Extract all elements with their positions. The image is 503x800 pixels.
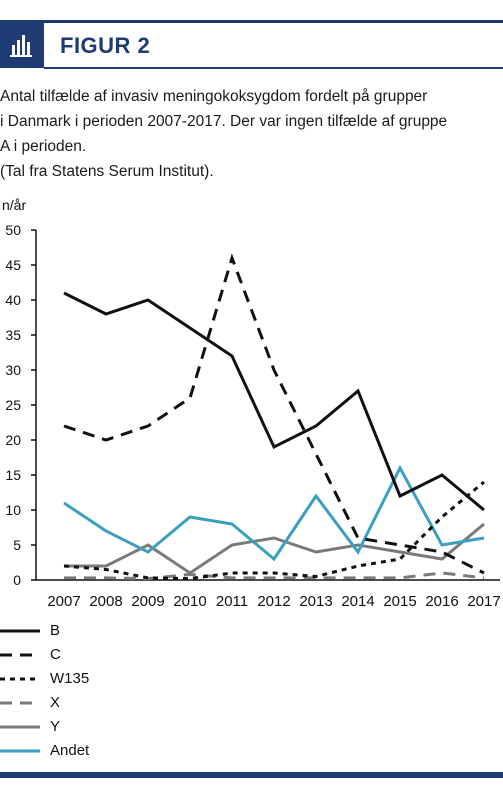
x-tick-label: 2015 (383, 593, 416, 610)
legend-label: Y (50, 718, 61, 735)
x-tick-label: 2010 (173, 593, 206, 610)
y-axis-label: n/år (2, 197, 26, 213)
x-tick-label: 2011 (216, 593, 248, 610)
legend-swatch (0, 725, 40, 729)
series-line-x (64, 571, 485, 581)
series-line-c (63, 253, 485, 575)
legend-swatch (0, 701, 40, 705)
y-tick-label: 20 (5, 432, 21, 448)
series-line-b (63, 291, 485, 512)
legend-item: Y (0, 716, 200, 740)
legend-swatch (0, 653, 40, 657)
x-tick-label: 2009 (131, 593, 164, 610)
header-underline (44, 67, 503, 69)
y-tick-label: 40 (5, 292, 21, 308)
bar-chart-icon (0, 23, 44, 68)
series-line-y (64, 522, 485, 575)
x-tick-label: 2016 (425, 593, 458, 610)
legend-swatch (0, 749, 40, 753)
y-tick-label: 0 (13, 572, 21, 588)
legend-item: C (0, 644, 200, 668)
legend-label: C (50, 646, 61, 663)
line-chart: n/år 0 5 10 15 20 25 30 35 40 45 50 2007 2008 2009 2010… (2, 197, 501, 610)
x-tick-label: 2007 (47, 593, 80, 610)
legend-item: W135 (0, 668, 200, 692)
caption-line: i Danmark i perioden 2007-2017. Der var … (0, 113, 448, 130)
legend-item: Andet (0, 740, 200, 764)
x-tick-label: 2008 (89, 593, 122, 610)
series-line-andet (63, 464, 485, 562)
caption-line: (Tal fra Statens Serum Institut). (0, 163, 214, 180)
y-tick-label: 15 (5, 467, 21, 483)
legend-label: W135 (50, 670, 90, 687)
legend-label: X (50, 694, 61, 711)
bottom-rule (0, 772, 503, 778)
top-rule (0, 20, 503, 23)
caption-line: Antal tilfælde af invasiv meningokoksygd… (0, 88, 428, 105)
x-tick-label: 2014 (341, 593, 374, 610)
figure-header: FIGUR 2 (0, 23, 503, 69)
legend-label: B (50, 622, 61, 639)
y-tick-label: 45 (5, 257, 21, 273)
x-tick-label: 2012 (257, 593, 290, 610)
legend-label: Andet (50, 742, 90, 759)
caption-line: A i perioden. (0, 138, 87, 155)
legend-swatch (0, 629, 40, 633)
legend-item: X (0, 692, 200, 716)
legend-item: B (0, 620, 200, 644)
series-line-w135 (63, 480, 485, 581)
y-tick-label: 50 (5, 222, 21, 238)
legend-swatch (0, 677, 40, 681)
x-tick-label: 2013 (299, 593, 332, 610)
x-tick-label: 2017 (467, 593, 500, 610)
y-tick-label: 5 (13, 537, 21, 553)
y-tick-label: 35 (5, 327, 21, 343)
figure-caption: Antal tilfælde af invasiv meningokoksygd… (0, 84, 500, 184)
y-tick-label: 30 (5, 362, 21, 378)
y-tick-label: 25 (5, 397, 21, 413)
y-tick-label: 10 (5, 502, 21, 518)
figure-label: FIGUR 2 (60, 33, 151, 58)
